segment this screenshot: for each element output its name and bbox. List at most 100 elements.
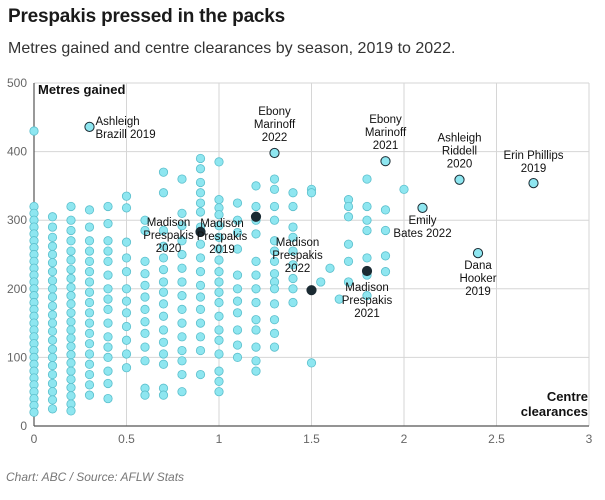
point-annotation: Madison Prespakis 2022 xyxy=(272,237,323,275)
data-point xyxy=(251,270,261,280)
data-point xyxy=(103,352,113,362)
data-point xyxy=(103,378,113,389)
y-tick-label: 500 xyxy=(7,76,27,90)
labelled-point xyxy=(528,178,539,189)
data-point xyxy=(214,366,224,376)
data-point xyxy=(251,256,261,266)
data-point xyxy=(121,363,132,373)
point-annotation: Ashleigh Brazill 2019 xyxy=(96,116,156,141)
data-point xyxy=(380,251,391,261)
data-point xyxy=(195,153,206,164)
data-point xyxy=(288,232,298,242)
annotation-line: Ebony xyxy=(258,106,291,118)
data-point xyxy=(66,350,76,360)
data-point xyxy=(195,267,206,277)
point-annotation: Ebony Marinoff 2021 xyxy=(365,114,407,152)
data-point xyxy=(84,318,95,328)
data-point xyxy=(177,291,187,301)
x-tick-label: 3 xyxy=(586,432,593,446)
x-axis-label-line2: clearances xyxy=(521,404,588,419)
data-point xyxy=(232,227,243,238)
data-point xyxy=(84,205,95,215)
data-point xyxy=(66,273,76,284)
x-tick-label: 1 xyxy=(216,432,223,446)
point-annotation: Dana Hooker 2019 xyxy=(459,260,496,298)
annotation-line: 2020 xyxy=(156,243,182,255)
data-point xyxy=(334,294,344,304)
data-point xyxy=(47,369,58,380)
data-point xyxy=(177,356,187,366)
labelled-point xyxy=(306,285,317,296)
data-point xyxy=(66,282,76,293)
data-point xyxy=(214,210,224,220)
data-point xyxy=(66,215,76,225)
data-point xyxy=(214,255,224,265)
data-point xyxy=(66,264,76,275)
data-point xyxy=(66,246,76,256)
labelled-point xyxy=(472,248,484,259)
data-point xyxy=(66,391,76,401)
data-point xyxy=(251,342,261,352)
data-point xyxy=(380,225,391,236)
data-point xyxy=(47,352,58,362)
data-point xyxy=(84,222,95,232)
annotation-line: Hooker xyxy=(459,273,496,285)
labelled-point xyxy=(361,265,373,277)
x-tick-label: 0.5 xyxy=(118,432,135,446)
data-point xyxy=(195,188,206,198)
data-point xyxy=(103,342,113,352)
data-point xyxy=(251,181,261,191)
data-point xyxy=(269,299,280,309)
data-point xyxy=(140,292,150,302)
data-point xyxy=(47,404,58,414)
data-point xyxy=(140,390,150,400)
data-point xyxy=(84,277,95,287)
data-point xyxy=(214,349,224,359)
data-point xyxy=(121,349,132,359)
data-point xyxy=(84,380,95,390)
data-point xyxy=(84,256,95,266)
annotation-line: Brazill 2019 xyxy=(96,129,156,141)
data-point xyxy=(288,260,298,270)
data-point xyxy=(103,332,113,342)
data-point xyxy=(121,203,132,213)
annotation-line: 2019 xyxy=(209,244,235,256)
data-point xyxy=(214,232,224,242)
data-point xyxy=(47,267,58,277)
data-point xyxy=(288,222,298,232)
data-point xyxy=(140,328,150,338)
data-point xyxy=(214,157,224,167)
data-point xyxy=(251,325,261,335)
data-point xyxy=(214,376,224,387)
data-point xyxy=(47,326,58,336)
data-point xyxy=(158,277,169,287)
data-point xyxy=(121,284,132,294)
data-point xyxy=(103,256,113,266)
annotation-line: Madison xyxy=(276,237,319,249)
point-annotation: Ebony Marinoff 2022 xyxy=(254,106,296,144)
data-point xyxy=(84,246,95,256)
data-point xyxy=(177,345,187,356)
data-point xyxy=(47,284,58,294)
data-point xyxy=(84,287,95,297)
data-point xyxy=(177,387,187,397)
annotation-line: 2019 xyxy=(521,163,547,175)
data-point xyxy=(158,287,169,297)
data-point xyxy=(66,382,76,393)
annotation-line: 2022 xyxy=(285,263,311,275)
data-point xyxy=(66,374,76,384)
data-point xyxy=(158,253,169,263)
data-point xyxy=(269,315,280,325)
data-point xyxy=(66,255,76,265)
data-point xyxy=(269,342,280,352)
data-point xyxy=(103,246,113,256)
data-point xyxy=(195,292,206,302)
data-point xyxy=(177,236,187,246)
data-point xyxy=(103,270,113,280)
point-annotation: Madison Prespakis 2020 xyxy=(143,217,194,255)
data-point xyxy=(66,317,76,327)
data-point xyxy=(103,284,113,294)
data-point xyxy=(214,387,224,397)
data-point xyxy=(251,297,261,308)
